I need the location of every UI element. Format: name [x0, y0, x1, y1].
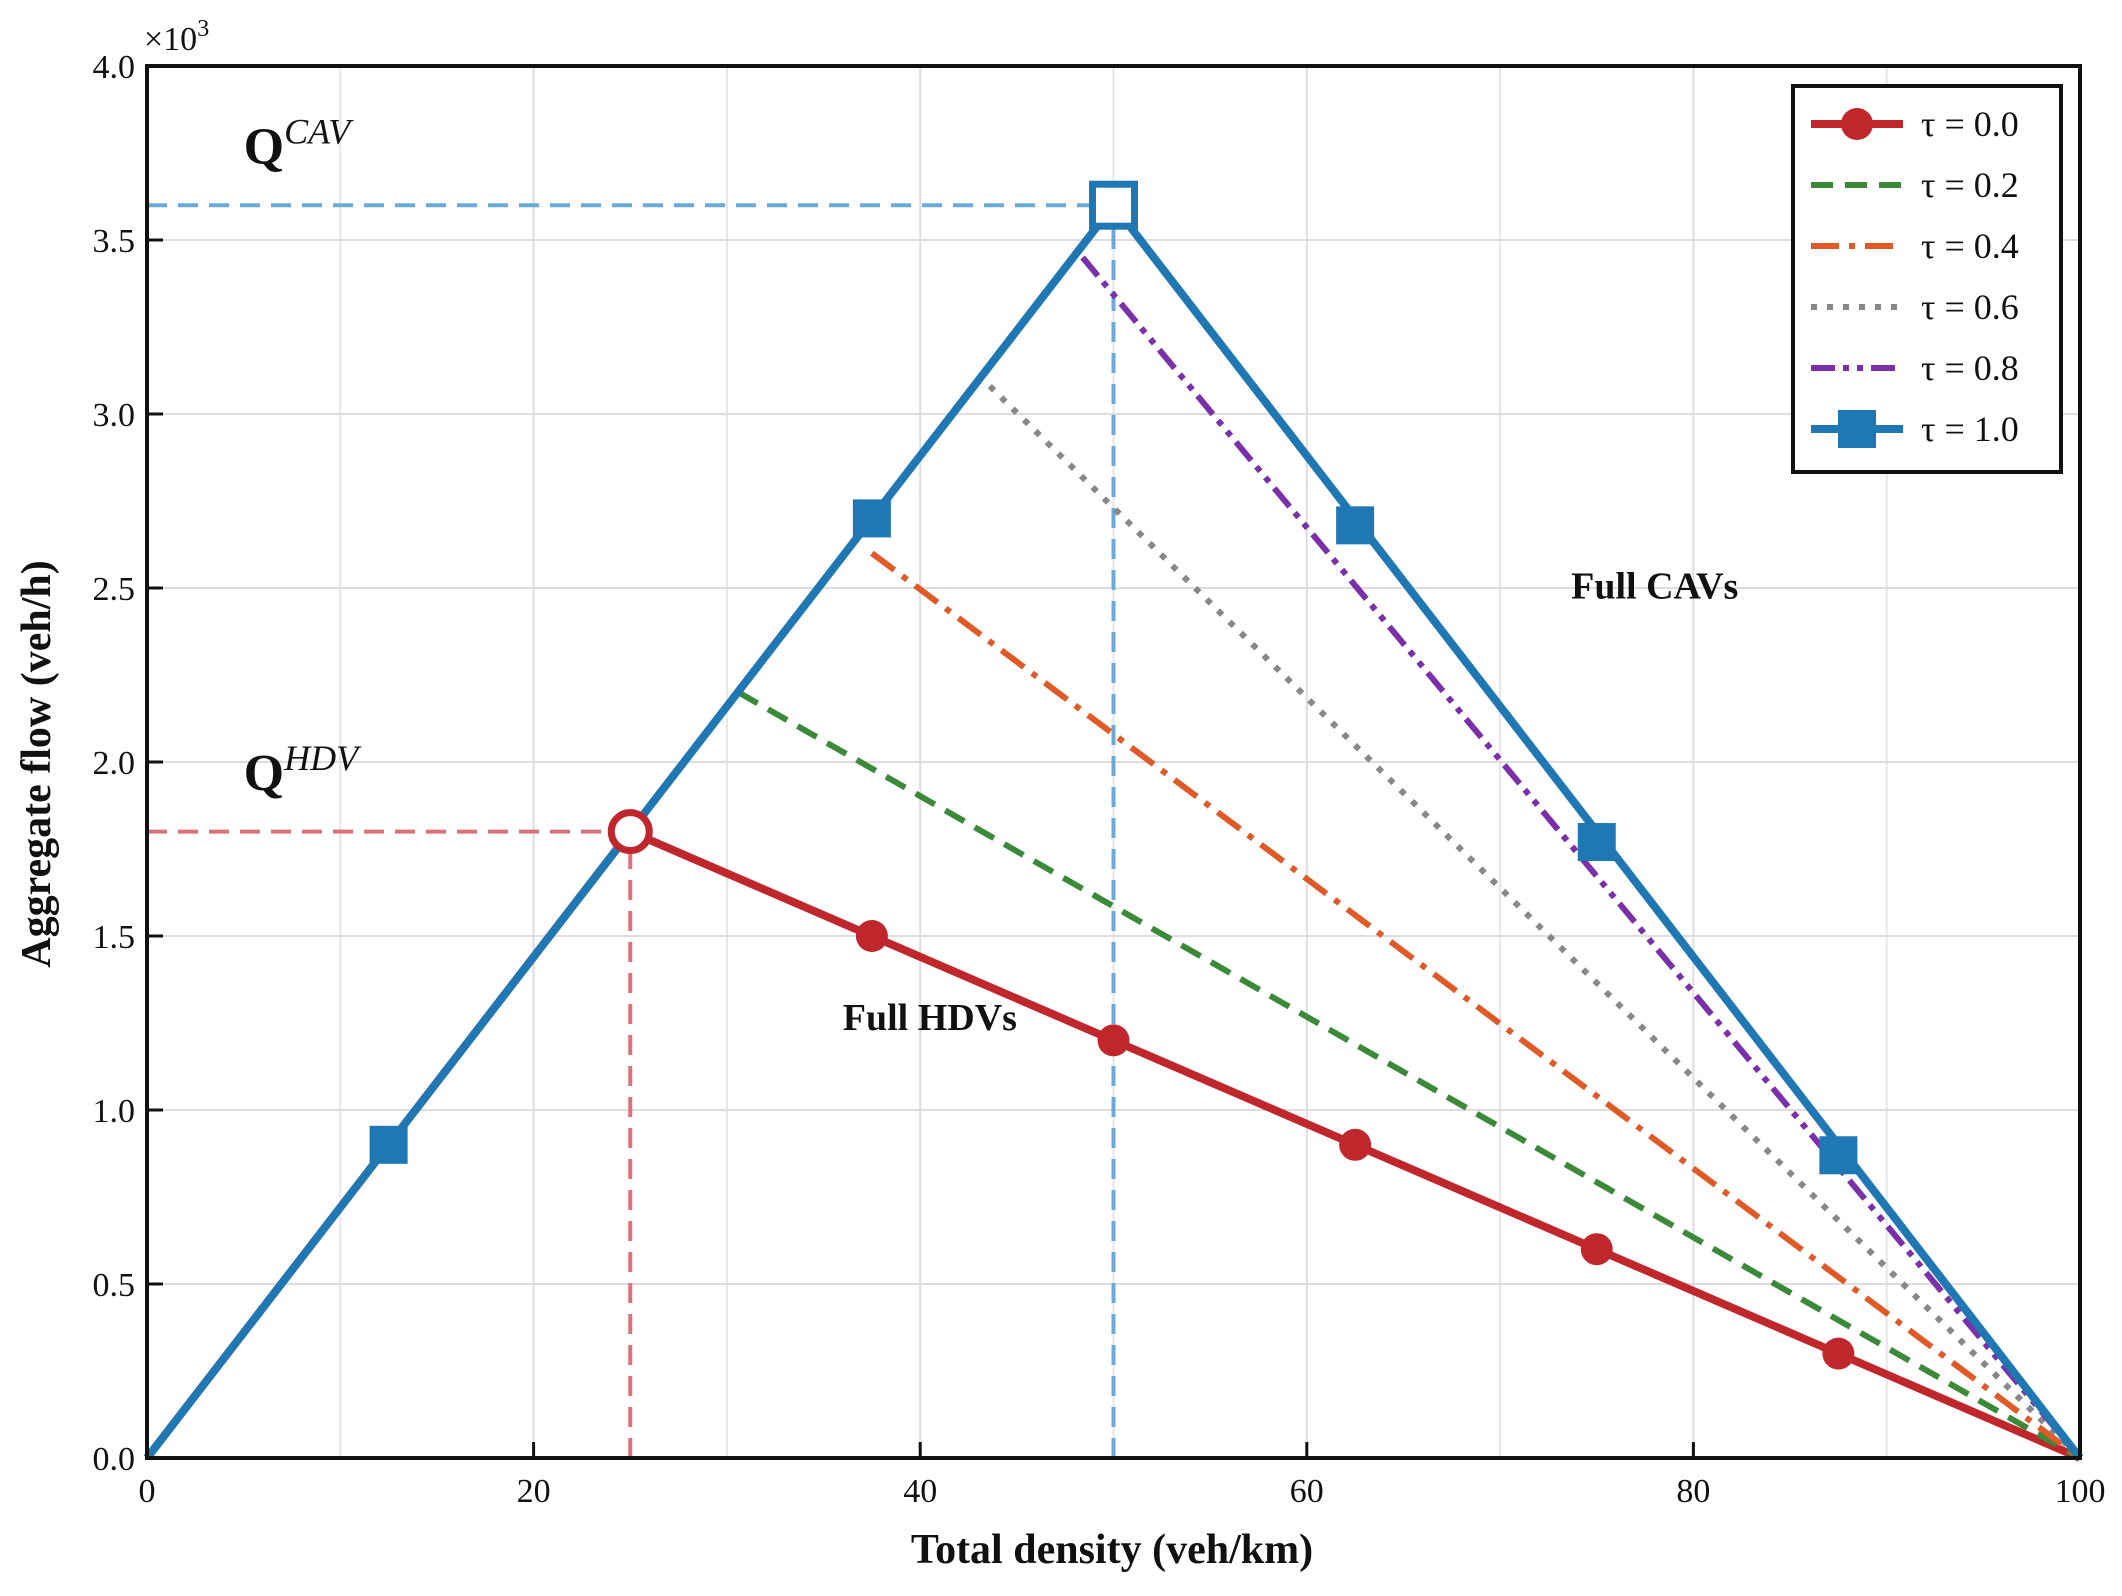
legend: τ = 0.0 τ = 0.2 τ = 0.4 τ = 0.6 τ = 0.8 τ = 1… — [1791, 84, 2063, 474]
q-cav-label: QCAV — [244, 111, 355, 175]
series-line-tau-0.6 — [987, 384, 2083, 1461]
legend-label-tau-0.0: τ = 0.0 — [1921, 104, 2019, 144]
y-tick-label-1: 0.5 — [93, 1267, 136, 1304]
legend-label-tau-0.6: τ = 0.6 — [1921, 287, 2019, 327]
y-multiplier-exponent: 3 — [197, 16, 209, 42]
y-tick-label-0: 0.0 — [93, 1441, 136, 1478]
x-tick-label-2: 40 — [903, 1473, 937, 1510]
ticks-layer: 0 20 40 60 80 100 0.0 0.5 1.0 1.5 2.0 2.5 3.0 3.5 4.0 — [93, 49, 2106, 1510]
text-layer: Total density (veh/km) Aggregate flow (v… — [14, 16, 1738, 1573]
x-tick-label-5: 100 — [2055, 1473, 2106, 1510]
legend-label-tau-0.8: τ = 0.8 — [1921, 348, 2019, 388]
x-axis-title: Total density (veh/km) — [911, 1527, 1313, 1573]
full-cavs-annotation: Full CAVs — [1571, 565, 1738, 607]
marker-tau-1.0-4 — [1819, 1136, 1858, 1175]
series-line-tau-0.2 — [737, 689, 2082, 1461]
y-tick-label-7: 3.5 — [93, 223, 136, 260]
x-tick-label-3: 60 — [1290, 1473, 1324, 1510]
reference-lines-layer — [147, 203, 1116, 1458]
q-hdv-label-superscript: HDV — [283, 738, 362, 778]
y-tick-label-8: 4.0 — [93, 49, 136, 86]
marker-tau-1.0-3 — [1577, 823, 1616, 862]
markers-layer — [369, 180, 1858, 1370]
marker-tau-1.0-0 — [369, 1125, 408, 1164]
y-tick-label-2: 1.0 — [93, 1093, 136, 1130]
y-tick-label-3: 1.5 — [93, 919, 136, 956]
marker-tau-0.0-4 — [1822, 1337, 1855, 1370]
y-multiplier: ×103 — [144, 16, 209, 58]
legend-box — [1791, 84, 2063, 474]
x-tick-label-0: 0 — [139, 1473, 156, 1510]
x-tick-label-4: 80 — [1676, 1473, 1710, 1510]
q-hdv-point — [607, 809, 653, 855]
q-cav-label-base: Q — [244, 118, 284, 175]
y-tick-label-5: 2.5 — [93, 571, 136, 608]
q-hdv-label-base: Q — [244, 745, 284, 802]
full-hdvs-annotation: Full HDVs — [843, 997, 1017, 1039]
series-line-tau-0.4 — [870, 550, 2082, 1461]
marker-tau-0.0-3 — [1580, 1233, 1613, 1266]
legend-label-tau-0.2: τ = 0.2 — [1921, 165, 2019, 205]
marker-tau-0.0-1 — [1097, 1024, 1130, 1057]
y-tick-label-4: 2.0 — [93, 745, 136, 782]
marker-tau-1.0-2 — [1336, 506, 1375, 545]
marker-tau-0.0-2 — [1339, 1128, 1372, 1161]
q-cav-point — [1089, 180, 1138, 230]
legend-marker-tau-1.0 — [1838, 410, 1876, 448]
legend-label-tau-1.0: τ = 1.0 — [1921, 409, 2019, 449]
q-hdv-label: QHDV — [244, 738, 362, 802]
y-multiplier-base: ×10 — [144, 21, 197, 58]
y-axis-title: Aggregate flow (veh/h) — [14, 560, 60, 967]
marker-tau-1.0-1 — [852, 499, 891, 538]
legend-label-tau-0.4: τ = 0.4 — [1921, 226, 2019, 266]
q-cav-label-superscript: CAV — [284, 111, 354, 151]
marker-tau-0.0-0 — [855, 920, 888, 952]
x-tick-label-1: 20 — [517, 1473, 551, 1510]
legend-marker-tau-0.0 — [1841, 108, 1873, 140]
y-tick-label-6: 3.0 — [93, 397, 136, 434]
